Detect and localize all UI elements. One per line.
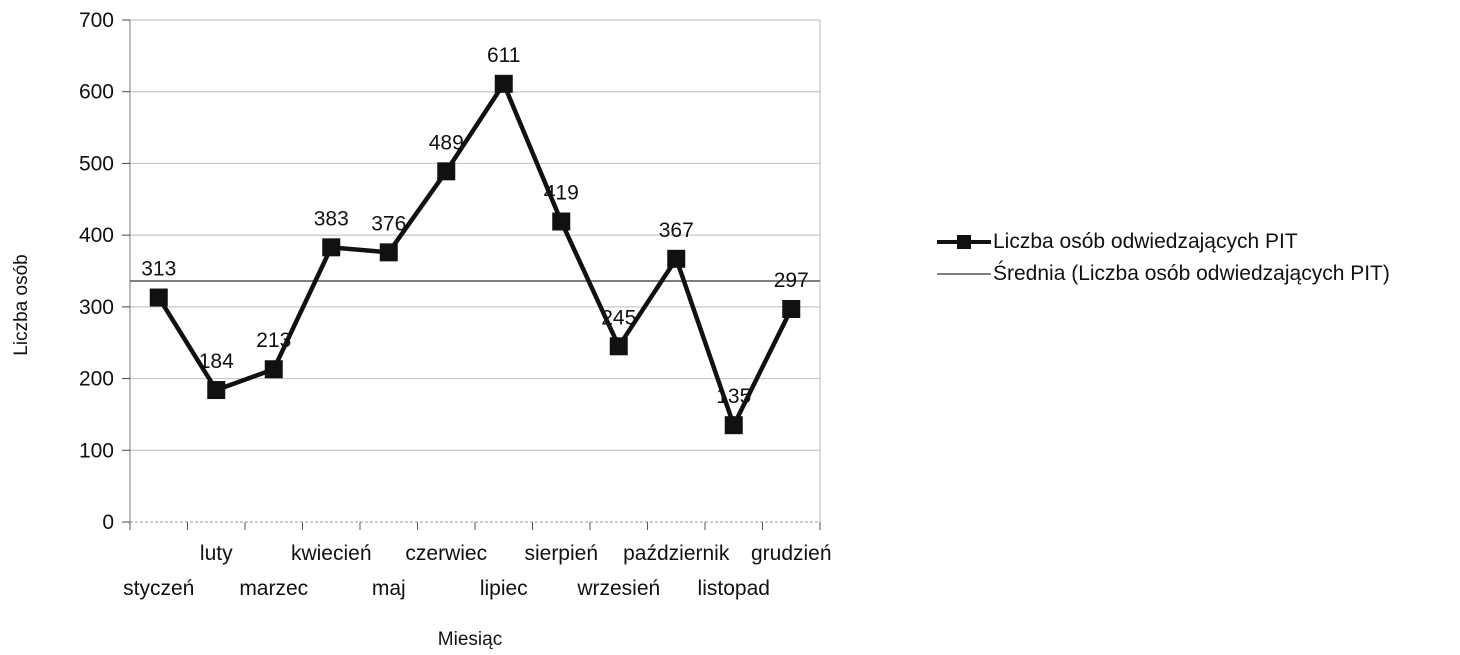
data-label: 245 (601, 306, 636, 329)
y-tick-label: 600 (79, 81, 114, 104)
y-tick-label: 400 (79, 224, 114, 247)
data-label: 297 (774, 269, 809, 292)
gridlines (129, 19, 821, 523)
data-label: 313 (141, 258, 176, 281)
legend-label-series: Liczba osób odwiedzających PIT (993, 230, 1298, 253)
category-label: październik (623, 542, 730, 565)
data-point (667, 249, 686, 268)
legend-label-average: Średnia (Liczba osób odwiedzających PIT) (993, 262, 1390, 285)
y-tick-label: 700 (79, 9, 114, 32)
series-markers (149, 74, 801, 435)
data-point (494, 74, 513, 93)
legend: Liczba osób odwiedzających PIT Średnia (… (935, 228, 1455, 292)
data-label: 135 (716, 385, 751, 408)
data-point (149, 288, 168, 307)
data-point (609, 337, 628, 356)
series-line (156, 79, 794, 432)
category-label: grudzień (751, 542, 832, 565)
category-label: marzec (239, 577, 308, 600)
data-label: 419 (544, 182, 579, 205)
data-point (264, 360, 283, 379)
legend-item-series: Liczba osób odwiedzających PIT (935, 228, 1455, 256)
data-label: 489 (429, 131, 464, 154)
y-tick-label: 100 (79, 439, 114, 462)
category-label: luty (200, 542, 233, 565)
category-label: czerwiec (405, 542, 487, 565)
data-point (379, 243, 398, 262)
y-tick-label: 300 (79, 296, 114, 319)
category-label: styczeń (123, 577, 194, 600)
category-label: listopad (698, 577, 770, 600)
y-tick-label: 0 (102, 511, 114, 534)
data-point (724, 416, 743, 435)
data-point (437, 162, 456, 181)
legend-swatch-average (935, 260, 993, 288)
data-point (207, 381, 226, 400)
data-label: 184 (199, 350, 234, 373)
legend-item-average: Średnia (Liczba osób odwiedzających PIT) (935, 260, 1455, 288)
data-point (322, 238, 341, 257)
y-axis-ticks: 0 100 200 300 400 500 600 700 (79, 9, 130, 534)
category-label: sierpień (524, 542, 598, 565)
data-label: 611 (487, 44, 520, 67)
legend-swatch-series (935, 228, 993, 256)
category-label: kwiecień (291, 542, 372, 565)
data-labels: 313 184 213 383 376 489 611 419 245 367 135 297 (141, 44, 809, 408)
data-label: 367 (659, 219, 694, 242)
y-axis-title: Liczba osób (11, 254, 32, 355)
category-label: maj (372, 577, 406, 600)
x-axis-ticks (129, 522, 821, 530)
y-tick-label: 500 (79, 152, 114, 175)
category-label: wrzesień (576, 577, 660, 600)
x-axis-title: Miesiąc (438, 629, 502, 650)
data-point (782, 300, 801, 319)
data-label: 213 (256, 329, 291, 352)
y-tick-label: 200 (79, 368, 114, 391)
data-label: 376 (371, 212, 406, 235)
category-label: lipiec (480, 577, 528, 600)
data-point (552, 212, 571, 231)
data-label: 383 (314, 207, 349, 230)
